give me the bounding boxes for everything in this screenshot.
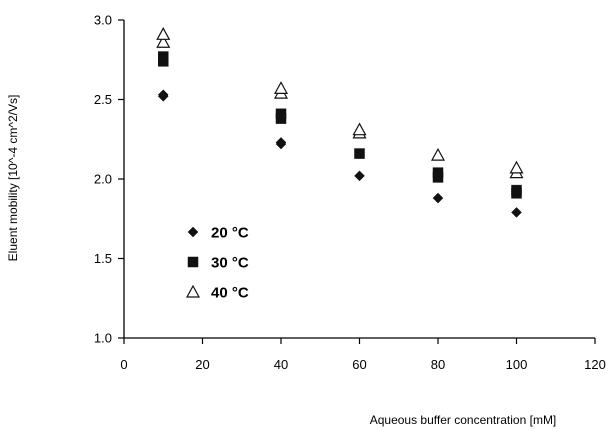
data-point-series-1-5 bbox=[354, 170, 365, 182]
data-point-series-3-9 bbox=[509, 160, 524, 174]
legend-marker-3 bbox=[185, 284, 201, 298]
data-point-series-2-4 bbox=[275, 108, 287, 120]
x-tick-label: 80 bbox=[431, 357, 445, 372]
x-tick-label: 0 bbox=[120, 357, 127, 372]
y-tick-label: 1.0 bbox=[94, 331, 112, 346]
axis-ticks: 1.0 1.5 2.0 2.5 3.0 0 20 40 60 80 100 120 bbox=[94, 13, 606, 373]
legend-label-3: 40 °C bbox=[211, 285, 249, 302]
legend-label-1: 20 °C bbox=[211, 225, 249, 242]
data-point-series-1-4 bbox=[275, 137, 287, 148]
legend-marker-1 bbox=[187, 226, 199, 238]
data-point-series-1-7 bbox=[511, 207, 522, 218]
y-axis-title: Eluent mobility [10^-4 cm^2/Vs] bbox=[6, 95, 20, 262]
data-points bbox=[156, 27, 524, 218]
x-tick-label: 100 bbox=[506, 357, 528, 372]
data-point-series-2-2 bbox=[158, 51, 169, 62]
data-point-series-3-7 bbox=[430, 147, 446, 161]
x-tick-label: 40 bbox=[274, 357, 288, 372]
data-point-series-3-6 bbox=[352, 122, 367, 136]
data-point-series-3-1 bbox=[156, 35, 171, 48]
data-point-series-2-5 bbox=[354, 148, 365, 159]
x-tick-label: 120 bbox=[584, 357, 606, 372]
data-point-series-1-6 bbox=[432, 192, 444, 204]
data-point-series-3-2 bbox=[156, 27, 171, 40]
x-tick-label: 60 bbox=[352, 357, 366, 372]
data-point-series-2-7 bbox=[432, 167, 444, 178]
legend-label-2: 30 °C bbox=[211, 255, 249, 272]
y-tick-label: 2.0 bbox=[94, 172, 112, 187]
data-point-series-1-2 bbox=[157, 89, 169, 101]
legend-marker-2 bbox=[187, 256, 199, 268]
data-point-series-3-4 bbox=[273, 81, 289, 94]
y-tick-label: 1.5 bbox=[94, 251, 112, 266]
legend: 20 °C 30 °C 40 °C bbox=[185, 225, 249, 302]
y-tick-label: 2.5 bbox=[94, 92, 112, 107]
x-axis-title: Aqueous buffer concentration [mM] bbox=[370, 413, 557, 427]
data-point-series-2-9 bbox=[511, 184, 522, 196]
x-tick-label: 20 bbox=[195, 357, 209, 372]
y-tick-label: 3.0 bbox=[94, 13, 112, 28]
